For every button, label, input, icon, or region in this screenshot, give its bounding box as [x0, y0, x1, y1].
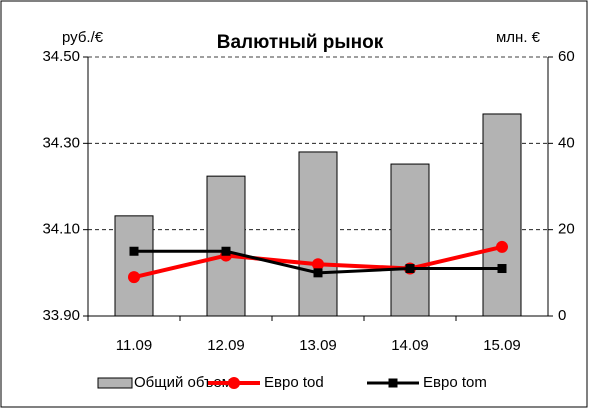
y2-axis-label: млн. €: [496, 29, 541, 46]
x-tick-label: 12.09: [207, 337, 245, 354]
y-tick-label: 34.50: [42, 48, 80, 65]
marker: [405, 264, 415, 274]
bar: [298, 151, 338, 317]
x-tick-label: 15.09: [483, 337, 521, 354]
y2-tick-label: 60: [558, 48, 575, 65]
y2-tick-label: 20: [558, 221, 575, 238]
bar: [114, 215, 154, 317]
chart-title: Валютный рынок: [217, 32, 384, 53]
y-tick-label: 34.30: [42, 134, 80, 151]
y-axis-label: руб./€: [62, 29, 104, 46]
marker: [313, 268, 323, 278]
legend-label: Евро tom: [423, 374, 487, 391]
marker: [128, 271, 140, 284]
marker: [129, 246, 139, 256]
y-tick-label: 34.10: [42, 221, 80, 238]
y-tick-label: 33.90: [42, 307, 80, 324]
legend-marker: [388, 378, 398, 388]
marker: [496, 240, 508, 253]
legend-swatch: [97, 377, 133, 389]
x-tick-label: 14.09: [391, 337, 429, 354]
legend-marker: [228, 377, 240, 389]
x-tick-label: 13.09: [299, 337, 337, 354]
legend-label: Евро tod: [264, 374, 324, 391]
legend-label: Общий объем: [134, 374, 232, 391]
y2-tick-label: 0: [558, 307, 566, 324]
marker: [221, 246, 231, 256]
bar: [206, 175, 246, 317]
marker: [497, 264, 507, 274]
bar: [390, 163, 430, 317]
x-tick-label: 11.09: [116, 337, 152, 354]
bar: [482, 113, 522, 317]
marker: [312, 258, 324, 271]
y2-tick-label: 40: [558, 134, 575, 151]
